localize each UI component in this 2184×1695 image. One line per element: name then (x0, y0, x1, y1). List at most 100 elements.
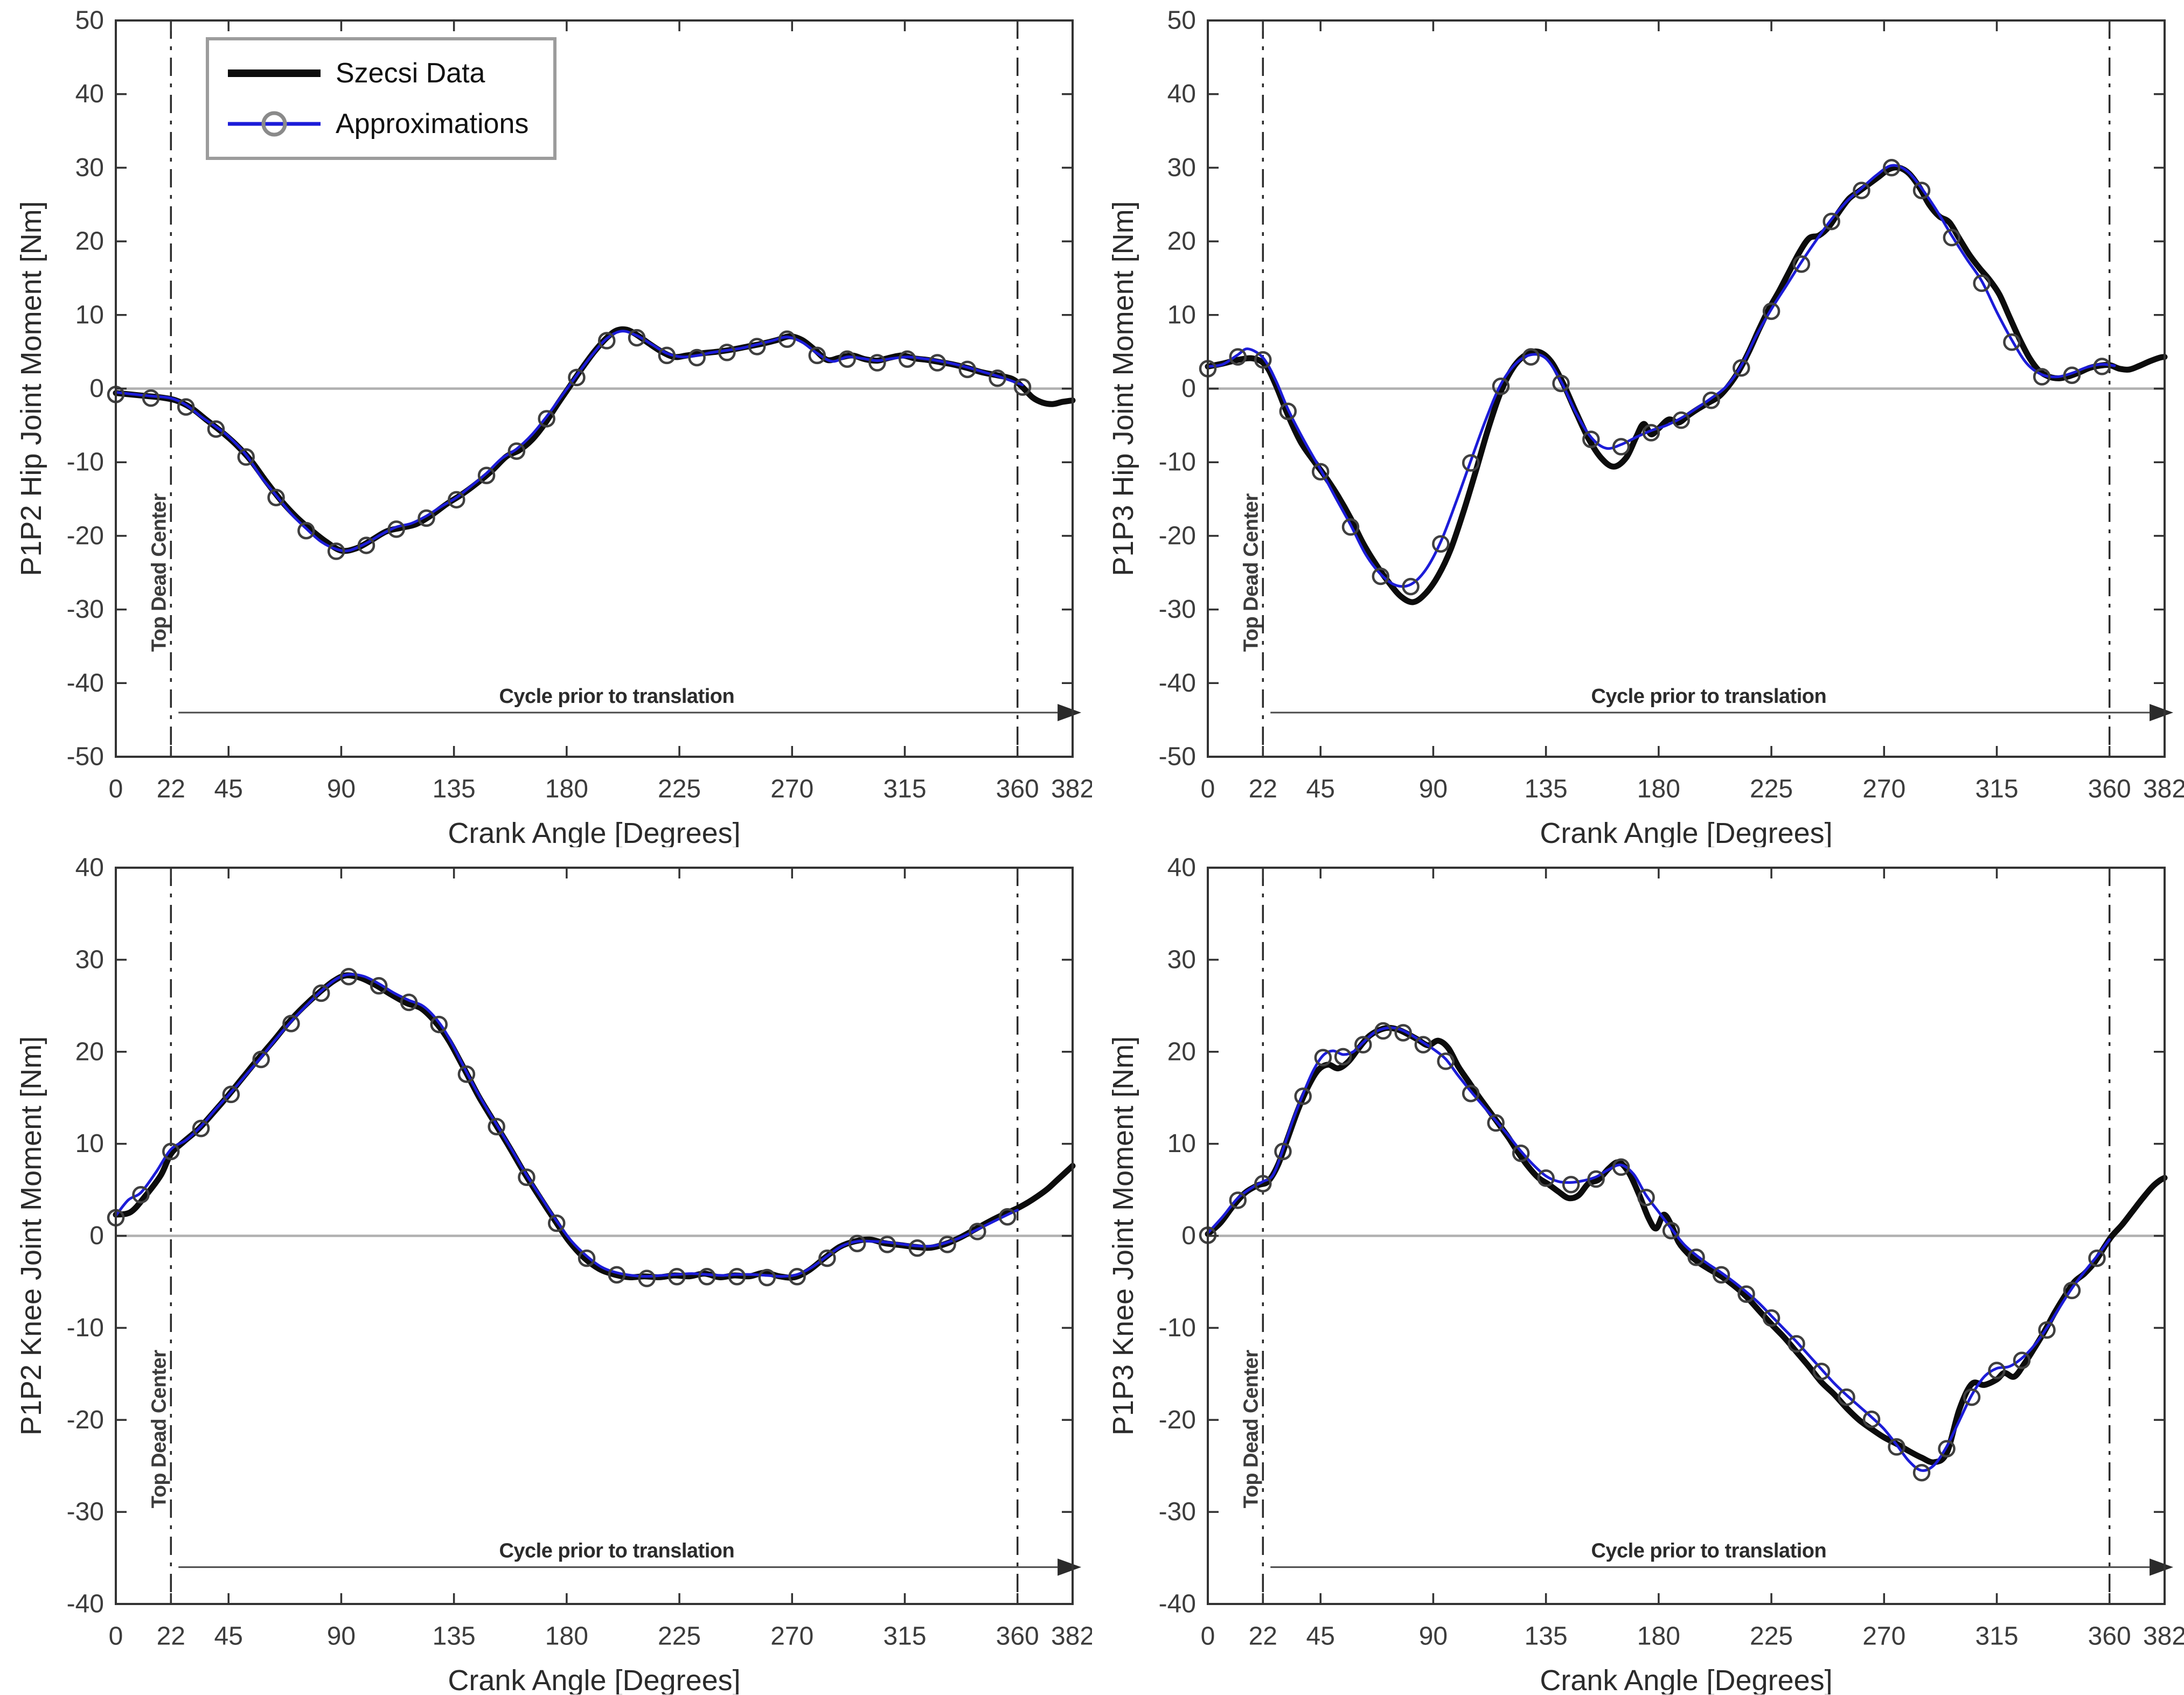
approx-marker (267, 489, 285, 506)
chart-svg-2: Cycle prior to translation Top Dead Cente… (15, 854, 1092, 1695)
chart-svg-1: Cycle prior to translation Top Dead Cente… (1107, 6, 2184, 848)
approx-marker (297, 521, 315, 540)
approx-marker (1823, 212, 1840, 231)
approx-marker (1562, 1176, 1580, 1194)
approx-marker (818, 1249, 836, 1267)
approx-marker (2093, 358, 2111, 375)
tdc-label: Top Dead Center (148, 493, 170, 652)
approx-marker (538, 410, 555, 428)
approx-marker (1882, 159, 1901, 177)
y-tick-label: 20 (75, 227, 104, 256)
approx-marker (1838, 1388, 1855, 1406)
approx-marker (698, 1268, 716, 1286)
cycle-arrow-head (1058, 703, 1082, 721)
approx-marker (658, 346, 676, 365)
x-tick-label: 315 (883, 1622, 926, 1651)
approximations-line (114, 973, 1019, 1278)
cycle-arrow-head (1058, 1558, 1082, 1576)
approx-marker (488, 1118, 505, 1135)
x-tick-label: 382 (1051, 775, 1092, 804)
approx-marker (1402, 577, 1420, 596)
y-tick-label: 50 (1167, 6, 1196, 35)
y-tick-label: -20 (67, 1406, 104, 1434)
legend-label-approximations: Approximations (336, 108, 528, 139)
approx-marker (1229, 1191, 1247, 1209)
x-tick-label: 22 (157, 1622, 185, 1651)
x-tick-label: 135 (1525, 775, 1568, 804)
x-tick-label: 180 (545, 1622, 588, 1651)
approx-marker (1642, 424, 1660, 442)
y-tick-label: 50 (75, 6, 104, 35)
approx-marker (1512, 1145, 1530, 1162)
approx-marker (578, 1249, 596, 1267)
approx-marker (252, 1050, 270, 1069)
approx-marker (400, 993, 418, 1012)
x-tick-label: 45 (214, 1622, 243, 1651)
y-tick-label: -30 (67, 1498, 104, 1526)
approx-marker (1462, 454, 1480, 472)
x-tick-label: 270 (1862, 1622, 1905, 1651)
approx-marker (282, 1015, 300, 1033)
approx-marker (2038, 1321, 2056, 1339)
approx-marker (928, 354, 947, 372)
y-tick-label: -40 (67, 669, 104, 697)
x-tick-label: 270 (770, 775, 813, 804)
y-tick-label: 0 (1181, 1222, 1196, 1250)
y-tick-label: -10 (67, 448, 104, 477)
approx-marker (1552, 374, 1570, 393)
approx-marker (1963, 1388, 1981, 1406)
approx-marker (2013, 1351, 2031, 1370)
approx-marker (1912, 182, 1931, 199)
tdc-label: Top Dead Center (148, 1350, 170, 1508)
x-tick-label: 0 (1201, 1622, 1215, 1651)
x-tick-label: 382 (2143, 775, 2184, 804)
x-tick-label: 90 (327, 1622, 356, 1651)
y-tick-label: 20 (75, 1037, 104, 1066)
cycle-label: Cycle prior to translation (499, 1540, 734, 1563)
x-axis-label: Crank Angle [Degrees] (1540, 817, 1832, 847)
y-tick-label: 20 (1167, 227, 1196, 256)
x-tick-label: 360 (996, 775, 1039, 804)
legend-label-szecsi: Szecsi Data (336, 58, 485, 89)
approx-marker (1702, 392, 1720, 409)
approximations-line (1206, 1026, 2111, 1472)
x-tick-label: 0 (109, 1622, 123, 1651)
x-tick-label: 180 (545, 775, 588, 804)
y-tick-label: -30 (1159, 1498, 1196, 1526)
approx-marker (312, 984, 330, 1002)
y-tick-label: 0 (89, 1222, 104, 1250)
y-tick-label: 40 (1167, 854, 1196, 882)
approx-marker (1762, 1309, 1780, 1327)
cycle-label: Cycle prior to translation (1591, 685, 1826, 708)
x-tick-label: 90 (1419, 1622, 1448, 1651)
approx-marker (668, 1268, 686, 1286)
approx-marker (638, 1269, 656, 1287)
approx-marker (548, 1214, 566, 1232)
y-tick-label: -30 (1159, 595, 1196, 624)
y-tick-label: 10 (1167, 301, 1196, 329)
x-axis-label: Crank Angle [Degrees] (448, 1664, 740, 1694)
approx-marker (718, 344, 736, 361)
approx-marker (518, 1168, 535, 1186)
approx-marker (132, 1185, 150, 1204)
approx-marker (998, 1208, 1017, 1226)
approx-marker (1437, 1052, 1455, 1070)
approx-marker (1672, 411, 1690, 429)
y-tick-label: -40 (1159, 669, 1196, 697)
approx-marker (758, 1268, 776, 1287)
y-tick-label: 20 (1167, 1037, 1196, 1066)
x-tick-label: 0 (109, 775, 123, 804)
plot-p1p2-knee-joint-moment: Cycle prior to translation Top Dead Cente… (0, 847, 1092, 1695)
x-tick-label: 90 (1419, 775, 1448, 804)
approx-marker (1687, 1248, 1705, 1266)
approx-marker (192, 1119, 210, 1138)
x-tick-label: 225 (658, 775, 701, 804)
x-tick-label: 315 (1975, 775, 2018, 804)
approx-marker (1762, 302, 1780, 320)
approx-marker (340, 967, 358, 986)
approx-marker (608, 1266, 626, 1284)
approx-marker (357, 536, 375, 554)
y-tick-label: 10 (75, 301, 104, 329)
approx-marker (2088, 1249, 2106, 1267)
approx-marker (370, 977, 388, 995)
